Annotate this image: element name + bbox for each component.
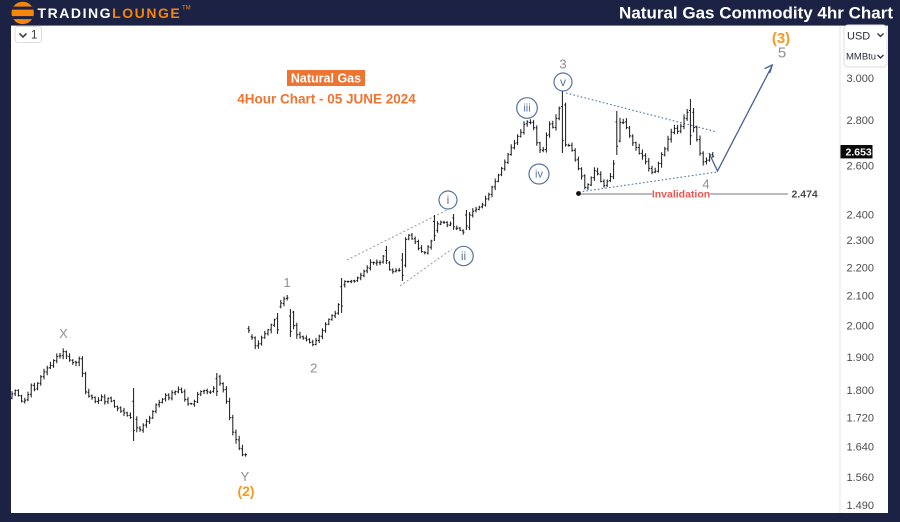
svg-text:2.400: 2.400 <box>847 209 875 221</box>
svg-text:USD: USD <box>847 31 870 43</box>
svg-text:2.200: 2.200 <box>847 262 875 274</box>
svg-text:3: 3 <box>559 57 566 72</box>
svg-text:Invalidation: Invalidation <box>652 188 710 200</box>
svg-text:v: v <box>560 75 566 89</box>
svg-text:Natural Gas: Natural Gas <box>291 72 361 86</box>
svg-text:2.300: 2.300 <box>847 235 875 247</box>
svg-text:1.560: 1.560 <box>847 472 875 484</box>
svg-text:1: 1 <box>31 30 37 42</box>
svg-text:4: 4 <box>702 177 709 192</box>
svg-text:Natural Gas Commodity 4hr Char: Natural Gas Commodity 4hr Chart <box>619 4 893 23</box>
svg-text:2.800: 2.800 <box>847 115 875 127</box>
svg-text:4Hour Chart - 05 JUNE 2024: 4Hour Chart - 05 JUNE 2024 <box>237 92 416 107</box>
svg-text:iv: iv <box>535 169 543 181</box>
svg-text:3.000: 3.000 <box>847 73 875 85</box>
svg-text:1.720: 1.720 <box>847 413 875 425</box>
svg-text:TM: TM <box>182 6 191 12</box>
svg-text:2.653: 2.653 <box>846 146 872 158</box>
svg-text:2.600: 2.600 <box>847 160 875 172</box>
svg-text:1.800: 1.800 <box>847 385 875 397</box>
svg-text:i: i <box>447 193 450 207</box>
svg-text:1: 1 <box>283 275 290 290</box>
svg-text:2: 2 <box>310 361 317 376</box>
svg-text:1.900: 1.900 <box>847 352 875 364</box>
svg-text:(2): (2) <box>237 483 254 499</box>
svg-text:1.490: 1.490 <box>847 500 875 512</box>
svg-text:iii: iii <box>523 103 530 115</box>
svg-text:(3): (3) <box>772 30 790 47</box>
svg-text:Y: Y <box>241 469 250 484</box>
svg-text:5: 5 <box>778 45 786 62</box>
svg-text:MMBtu: MMBtu <box>846 52 876 63</box>
svg-text:TRADINGLOUNGE: TRADINGLOUNGE <box>38 5 182 21</box>
svg-text:2.474: 2.474 <box>792 189 818 201</box>
svg-text:2.100: 2.100 <box>847 291 875 303</box>
svg-text:ii: ii <box>461 249 466 263</box>
svg-text:1.640: 1.640 <box>847 442 875 454</box>
svg-text:2.000: 2.000 <box>847 321 875 333</box>
svg-text:X: X <box>59 326 68 341</box>
